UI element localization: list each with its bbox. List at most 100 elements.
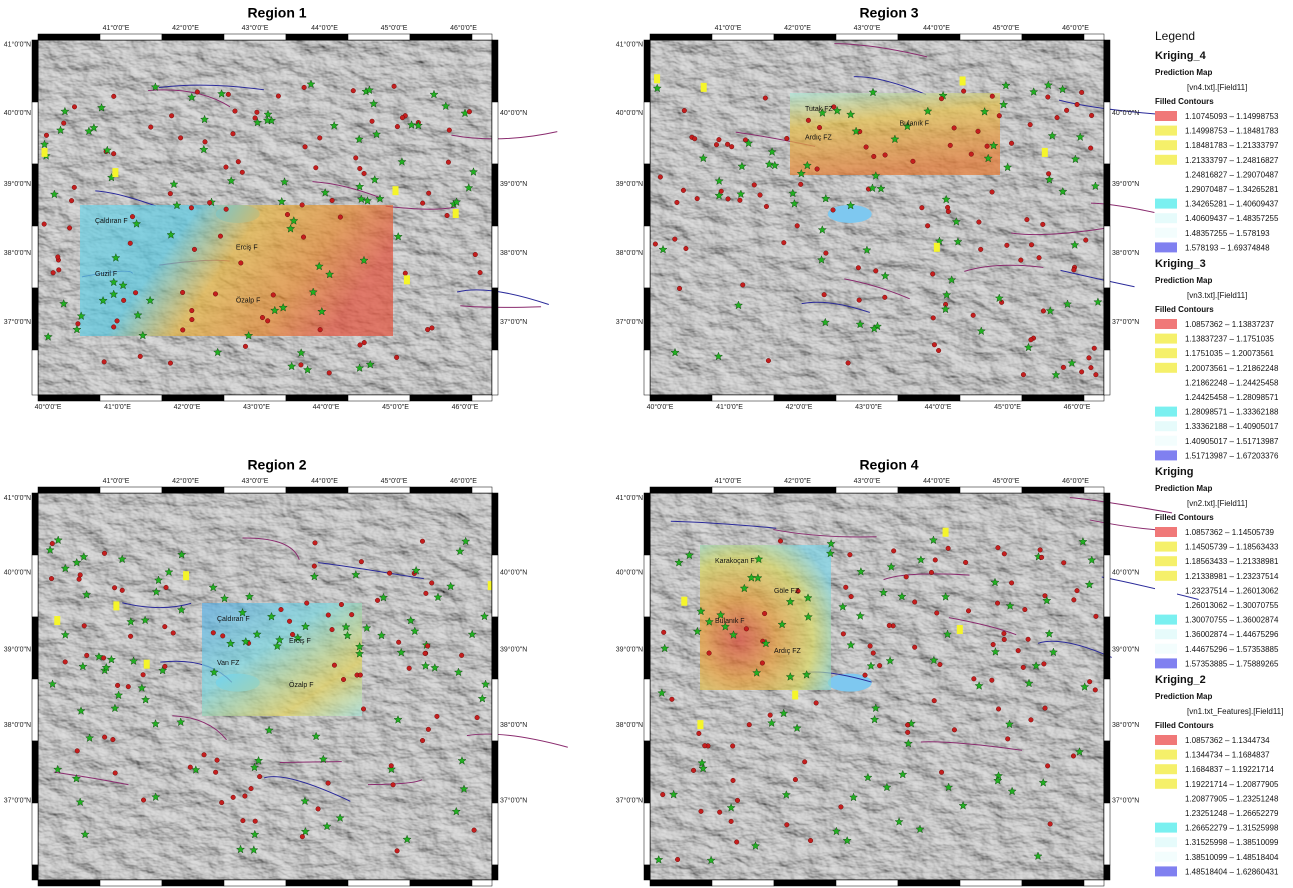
event-dot — [253, 116, 258, 121]
event-dot — [349, 612, 354, 617]
event-dot — [1002, 637, 1007, 642]
legend-class: 1.23237514 – 1.26013062 — [1185, 586, 1279, 595]
event-dot — [211, 631, 216, 636]
event-dot — [302, 85, 307, 90]
legend-class: 1.31525998 – 1.38510099 — [1185, 838, 1279, 847]
event-dot — [303, 144, 308, 149]
event-dot — [1089, 365, 1094, 370]
event-dot — [868, 644, 873, 649]
event-dot — [163, 664, 168, 669]
fault-label: Özalp F — [236, 297, 261, 305]
legend-class: 1.26013062 – 1.30070755 — [1185, 601, 1279, 610]
event-dot — [991, 642, 996, 647]
event-dot — [1041, 309, 1046, 314]
event-dot — [1025, 217, 1030, 222]
legend-swatch — [1155, 213, 1177, 223]
legend-swatch — [1155, 600, 1177, 610]
legend-class: 1.18563433 – 1.21338981 — [1185, 557, 1279, 566]
map-panel: Tutak FZBulanık FArdıç FZ — [644, 34, 1160, 401]
event-dot — [871, 651, 876, 656]
legend-swatch — [1155, 615, 1177, 625]
legend-class: 1.21862248 – 1.24425458 — [1185, 378, 1279, 387]
event-dot — [1094, 372, 1099, 377]
legend-subtitle: Prediction Map — [1155, 484, 1212, 493]
legend-layer: Kriging_3 — [1155, 258, 1206, 270]
event-dot — [864, 145, 869, 150]
fault-label: Bulanık F — [900, 120, 930, 127]
lat-label: 40°0'0"N — [500, 109, 527, 117]
event-dot — [56, 268, 61, 273]
frame-tick — [1084, 395, 1104, 401]
event-dot — [684, 246, 689, 251]
legend-swatch — [1155, 377, 1177, 387]
event-dot — [271, 293, 276, 298]
event-dot — [990, 94, 995, 99]
event-dot — [420, 539, 425, 544]
event-dot — [375, 598, 380, 603]
frame-tick — [286, 395, 348, 401]
frame-tick — [32, 40, 38, 102]
event-dot — [128, 634, 133, 639]
frame-tick — [38, 395, 100, 401]
frame-tick — [644, 617, 650, 679]
frame-tick — [162, 34, 224, 40]
lon-label: 45°0'0"E — [993, 477, 1020, 485]
event-dot — [332, 663, 337, 668]
event-dot — [49, 576, 54, 581]
lon-label: 45°0'0"E — [381, 477, 408, 485]
event-dot — [1064, 108, 1069, 113]
event-dot — [243, 794, 248, 799]
event-dot — [341, 677, 346, 682]
event-dot — [1083, 238, 1088, 243]
event-dot — [67, 226, 72, 231]
event-dot — [445, 213, 450, 218]
event-dot — [102, 735, 107, 740]
lon-label: 45°0'0"E — [993, 24, 1020, 32]
frame-tick — [224, 487, 286, 493]
lon-label: 46°0'0"E — [1062, 477, 1089, 485]
legend-class: 1.14998753 – 1.18481783 — [1185, 127, 1279, 136]
event-dot — [115, 683, 120, 688]
event-dot — [249, 786, 254, 791]
event-dot — [121, 298, 126, 303]
lon-label: 43°0'0"E — [855, 403, 882, 411]
lat-label: 41°0'0"N — [616, 494, 643, 502]
event-dot — [1079, 90, 1084, 95]
map-panel: Çaldıran FErciş FGuzil FÖzalp F — [32, 34, 557, 401]
frame-tick — [836, 487, 898, 493]
lon-label: 46°0'0"E — [452, 403, 479, 411]
event-dot — [326, 781, 331, 786]
event-dot — [969, 152, 974, 157]
event-dot — [905, 723, 910, 728]
frame-tick — [1104, 865, 1110, 880]
legend-swatch — [1155, 527, 1177, 537]
event-dot — [1019, 258, 1024, 263]
frame-tick — [348, 880, 410, 886]
event-dot — [1042, 662, 1047, 667]
frame-tick — [492, 865, 498, 880]
frame-tick — [492, 617, 498, 679]
frame-tick — [644, 288, 650, 350]
lat-label: 37°0'0"N — [616, 797, 643, 805]
frame-tick — [32, 865, 38, 880]
event-dot — [758, 193, 763, 198]
fault-label: Göle FZ — [774, 588, 800, 595]
event-dot — [990, 190, 995, 195]
event-dot — [731, 778, 736, 783]
event-dot — [760, 661, 765, 666]
legend-field: [vn2.txt].[Field11] — [1187, 499, 1247, 508]
legend-swatch — [1155, 407, 1177, 417]
event-dot — [707, 651, 712, 656]
event-dot — [111, 325, 116, 330]
event-dot — [304, 601, 309, 606]
event-dot — [115, 319, 120, 324]
event-dot — [933, 558, 938, 563]
event-dot — [1061, 560, 1066, 565]
event-dot — [793, 777, 798, 782]
legend-class: 1.48518404 – 1.62860431 — [1185, 867, 1279, 876]
legend-swatch — [1155, 750, 1177, 760]
event-dot — [952, 126, 957, 131]
legend-layer: Kriging — [1155, 466, 1194, 478]
event-dot — [912, 600, 917, 605]
lat-label: 39°0'0"N — [616, 180, 643, 188]
